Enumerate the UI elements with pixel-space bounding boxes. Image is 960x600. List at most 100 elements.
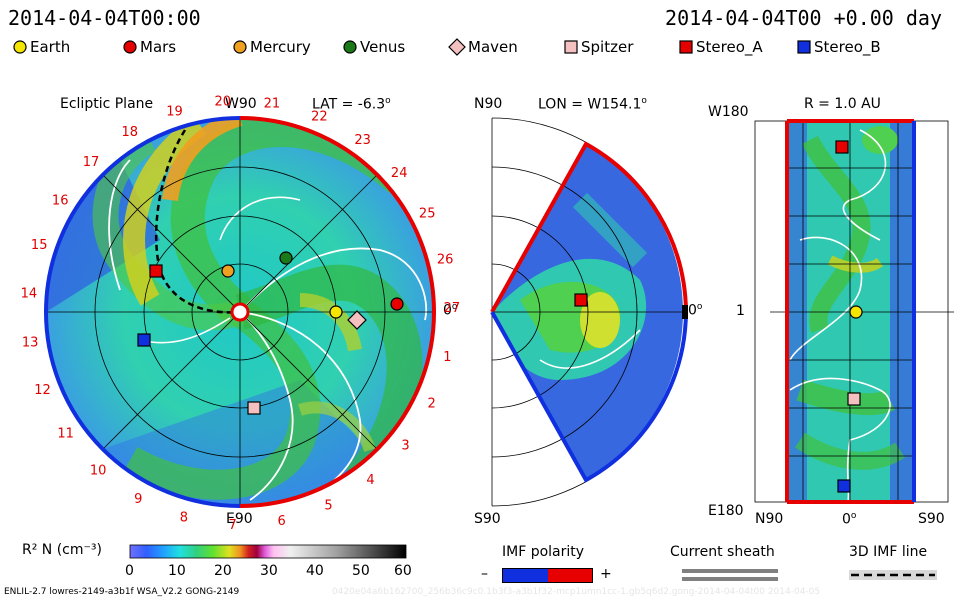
meridional-rim-positive — [490, 141, 688, 313]
day-label: 22 — [311, 109, 328, 124]
meridional-right-label: 0o — [688, 302, 703, 319]
day-label: 21 — [264, 96, 281, 111]
ecliptic-lat-label: LAT = -6.3o — [312, 96, 391, 113]
stereo-a-marker-meridional — [574, 293, 588, 307]
radial-title: R = 1.0 AU — [804, 96, 881, 112]
colorbar-tick: 20 — [214, 563, 232, 579]
day-label: 5 — [324, 499, 332, 514]
stereo-b-square-icon — [797, 40, 811, 54]
radial-top-left: W180 — [708, 104, 749, 120]
day-label: 18 — [122, 125, 139, 140]
ecliptic-bottom-label: E90 — [226, 511, 253, 527]
day-label: 6 — [278, 514, 286, 529]
day-label: 3 — [401, 439, 409, 454]
stereo-a-square-icon — [679, 40, 693, 54]
day-label: 26 — [437, 252, 454, 267]
stereo-b-marker — [137, 333, 151, 347]
colorbar-tick: 50 — [352, 563, 370, 579]
day-label: 7 — [228, 518, 236, 530]
colorbar-tick: 60 — [394, 563, 412, 579]
meridional-plot — [490, 117, 688, 507]
legend-stereo-b: Stereo_B — [796, 38, 916, 56]
spitzer-marker — [247, 401, 261, 415]
legend-label: Venus — [360, 38, 406, 56]
day-label: 10 — [90, 464, 107, 479]
radial-bottom-left: E180 — [708, 503, 744, 519]
imf-positive-swatch — [548, 568, 593, 583]
legend-earth: Earth — [12, 38, 122, 56]
day-label: 11 — [57, 427, 74, 442]
timestamp-left: 2014-04-04T00:00 — [8, 6, 201, 30]
day-label: 8 — [180, 511, 188, 526]
timestamp-right: 2014-04-04T00 +0.00 day — [665, 6, 942, 30]
spitzer-square-icon — [564, 40, 578, 54]
legend-label: Earth — [30, 38, 71, 56]
legend-stereo-a: Stereo_A — [678, 38, 796, 56]
meridional-bottom-left: S90 — [474, 511, 501, 527]
current-sheath-title: Current sheath — [670, 544, 775, 560]
colorbar-tick: 30 — [260, 563, 278, 579]
day-label: 9 — [134, 492, 142, 507]
day-label: 1 — [443, 350, 451, 365]
maven-marker — [347, 310, 367, 330]
colorbar-tick: 0 — [125, 563, 134, 579]
meridional-lon-label: LON = W154.1o — [538, 96, 647, 113]
day-label: 13 — [22, 336, 39, 351]
current-sheath-swatch-bottom — [682, 577, 778, 581]
day-label: 20 — [215, 95, 232, 110]
legend-maven: Maven — [448, 38, 563, 56]
day-label: 17 — [83, 155, 100, 170]
day-label: 23 — [354, 133, 371, 148]
meridional-top-left: N90 — [474, 96, 503, 112]
radial-bottom-zero: 0o — [842, 511, 857, 528]
legend-label: Maven — [468, 38, 518, 56]
earth-marker — [329, 305, 343, 319]
meridional-density-field — [492, 144, 683, 480]
radial-plot — [754, 119, 954, 504]
colorbar-label: R² N (cm⁻³) — [22, 542, 102, 558]
day-label: 12 — [34, 383, 51, 398]
object-legend: Earth Mars Mercury Venus Maven Spitzer S… — [12, 38, 916, 56]
maven-diamond-icon — [448, 38, 466, 56]
mercury-marker — [221, 264, 235, 278]
day-label: 27 — [444, 301, 460, 316]
imf-polarity-title: IMF polarity — [502, 544, 585, 560]
ecliptic-rim-positive — [239, 116, 436, 313]
venus-circle-icon — [343, 40, 357, 54]
venus-marker — [279, 251, 293, 265]
current-sheath-swatch-top — [682, 569, 778, 573]
day-label: 25 — [419, 207, 436, 222]
stereo-b-marker-radial — [837, 479, 851, 493]
earth-marker-radial — [849, 305, 863, 319]
footer-run-id: 0420e04a6b162700_256b36c9c0.1b3f3-a3b1f3… — [332, 587, 821, 597]
day-label: 24 — [391, 166, 408, 181]
footer-model-info: ENLIL-2.7 lowres-2149-a3b1f WSA_V2.2 GON… — [4, 587, 240, 597]
spitzer-marker-radial — [847, 392, 861, 406]
day-label: 15 — [31, 238, 48, 253]
legend-mercury: Mercury — [232, 38, 342, 56]
legend-label: Stereo_B — [814, 38, 881, 56]
ecliptic-rim-negative — [44, 311, 241, 508]
radial-density-field — [787, 121, 914, 503]
ecliptic-top-label: W90 — [225, 96, 257, 112]
legend-label: Spitzer — [581, 38, 634, 56]
day-label: 4 — [366, 473, 374, 488]
radial-bottom-s: S90 — [918, 511, 945, 527]
day-label: 2 — [427, 397, 435, 412]
radial-bottom-n: N90 — [755, 511, 784, 527]
legend-label: Stereo_A — [696, 38, 763, 56]
day-label: 14 — [21, 286, 38, 301]
colorbar-ticks: 0 10 20 30 40 50 60 — [125, 563, 412, 579]
legend-label: Mercury — [250, 38, 311, 56]
colorbar-tick: 40 — [306, 563, 324, 579]
stereo-a-marker — [149, 264, 163, 278]
ecliptic-right-label: 0o — [443, 302, 458, 319]
imf-line-swatch — [851, 573, 935, 577]
colorbar-tick: 10 — [168, 563, 186, 579]
day-label: 19 — [166, 104, 183, 119]
imf-line-title: 3D IMF line — [849, 544, 928, 560]
legend-spitzer: Spitzer — [563, 38, 678, 56]
earth-circle-icon — [13, 40, 27, 54]
mars-circle-icon — [123, 40, 137, 54]
